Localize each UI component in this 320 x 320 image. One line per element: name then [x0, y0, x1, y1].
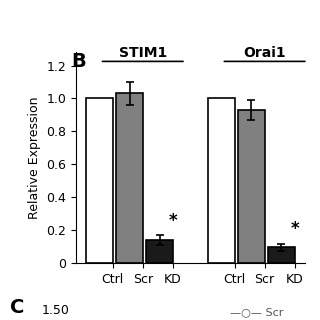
- Bar: [268, 247, 295, 263]
- Bar: [208, 99, 235, 263]
- Bar: [116, 93, 143, 263]
- Text: Orai1: Orai1: [243, 46, 286, 60]
- Bar: [86, 99, 113, 263]
- Text: *: *: [168, 212, 177, 230]
- Text: B: B: [71, 52, 86, 71]
- Text: —○— Scr: —○— Scr: [230, 307, 284, 317]
- Bar: [147, 240, 173, 263]
- Text: C: C: [10, 298, 24, 317]
- Text: 1.50: 1.50: [42, 304, 69, 317]
- Y-axis label: Relative Expression: Relative Expression: [28, 96, 41, 219]
- Bar: [238, 110, 265, 263]
- Text: *: *: [290, 220, 299, 238]
- Text: STIM1: STIM1: [119, 46, 167, 60]
